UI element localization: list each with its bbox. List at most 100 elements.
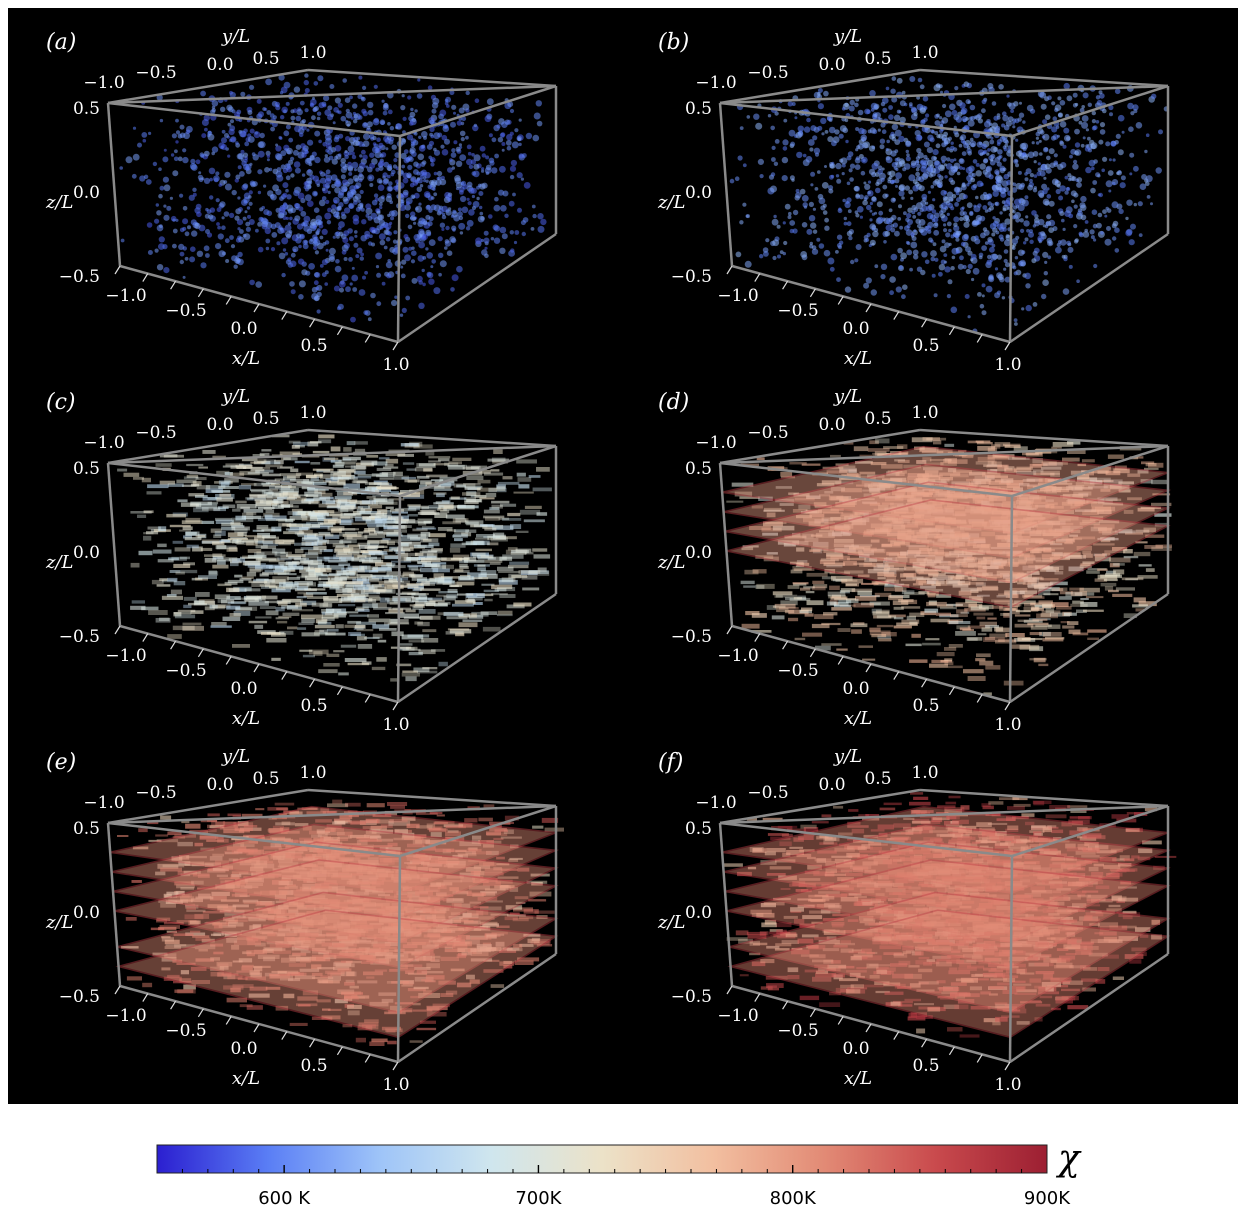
data-point (1004, 200, 1011, 207)
data-point (353, 215, 360, 222)
data-point (499, 594, 515, 598)
data-point (204, 245, 210, 251)
data-point (1025, 215, 1028, 218)
data-point (782, 175, 788, 181)
data-point (423, 539, 432, 542)
data-point (325, 558, 346, 562)
data-point (357, 629, 374, 631)
data-point (345, 466, 356, 468)
data-point (335, 547, 353, 552)
data-point (1144, 150, 1147, 153)
data-point (369, 619, 391, 623)
data-point (439, 662, 448, 667)
data-point (235, 501, 246, 504)
data-point (519, 119, 522, 122)
data-point (1052, 179, 1059, 186)
data-point (226, 105, 232, 111)
data-point (162, 156, 168, 162)
data-point (1065, 176, 1069, 180)
data-point (489, 133, 493, 137)
data-point (1021, 250, 1025, 254)
data-point (173, 541, 184, 544)
data-point (1109, 112, 1113, 116)
data-point (858, 110, 864, 116)
data-point (292, 246, 298, 252)
data-point (260, 133, 265, 138)
data-point (982, 152, 985, 155)
data-point (829, 118, 833, 122)
data-point (916, 164, 921, 169)
data-point (1053, 161, 1058, 166)
data-point (1064, 135, 1071, 142)
data-point (908, 190, 913, 195)
data-point (384, 585, 403, 590)
data-point (419, 145, 426, 152)
data-point (1101, 169, 1105, 173)
data-point (345, 585, 354, 589)
data-point (944, 444, 954, 447)
data-point (378, 166, 383, 171)
x-tick-label: −1.0 (105, 646, 146, 666)
data-point (961, 183, 966, 188)
z-tick-label: −0.5 (59, 267, 100, 287)
data-point (450, 287, 455, 292)
z-tick-label: 0.5 (73, 99, 100, 119)
data-point (434, 463, 450, 465)
data-point (376, 486, 396, 489)
data-point (238, 165, 242, 169)
data-point (752, 613, 767, 618)
data-point (171, 557, 187, 561)
data-point (261, 449, 271, 451)
data-point (1069, 155, 1073, 159)
data-point (185, 537, 202, 540)
data-point (298, 294, 304, 300)
data-point (437, 171, 442, 176)
data-point (272, 184, 279, 191)
x-tick-label: 0.0 (230, 319, 257, 339)
data-point (1118, 115, 1125, 122)
data-point (917, 135, 922, 140)
data-point (205, 229, 210, 234)
data-point (395, 126, 398, 129)
data-point (184, 476, 199, 479)
data-point (1096, 120, 1100, 124)
data-point (1139, 233, 1143, 237)
data-point (183, 132, 190, 139)
data-point (1009, 103, 1016, 110)
data-point (918, 78, 923, 83)
data-point (458, 505, 466, 508)
data-point (144, 510, 154, 513)
data-point (518, 484, 529, 488)
data-point (448, 628, 469, 630)
data-point (286, 217, 289, 220)
data-point (132, 600, 145, 603)
data-point (960, 211, 965, 216)
data-point (351, 593, 369, 597)
x-tick-mark (171, 641, 176, 649)
data-point (838, 628, 851, 632)
data-point (511, 160, 517, 166)
data-point (318, 140, 322, 144)
data-point (520, 510, 540, 515)
data-point (962, 151, 967, 156)
data-point (363, 310, 368, 315)
data-point (378, 161, 384, 167)
data-point (1029, 179, 1033, 183)
data-point (987, 196, 990, 199)
data-point (317, 309, 321, 313)
data-point (281, 505, 290, 508)
data-point (323, 242, 327, 246)
data-point (417, 187, 422, 192)
data-point (912, 215, 916, 219)
data-point (534, 554, 551, 558)
data-point (453, 112, 456, 115)
data-point (354, 598, 372, 601)
data-point (950, 159, 954, 163)
data-point (933, 242, 937, 246)
data-point (425, 215, 430, 220)
data-point (1063, 228, 1066, 231)
data-point (457, 594, 473, 596)
data-point (275, 144, 278, 147)
data-point (459, 143, 462, 146)
data-point (154, 219, 159, 224)
